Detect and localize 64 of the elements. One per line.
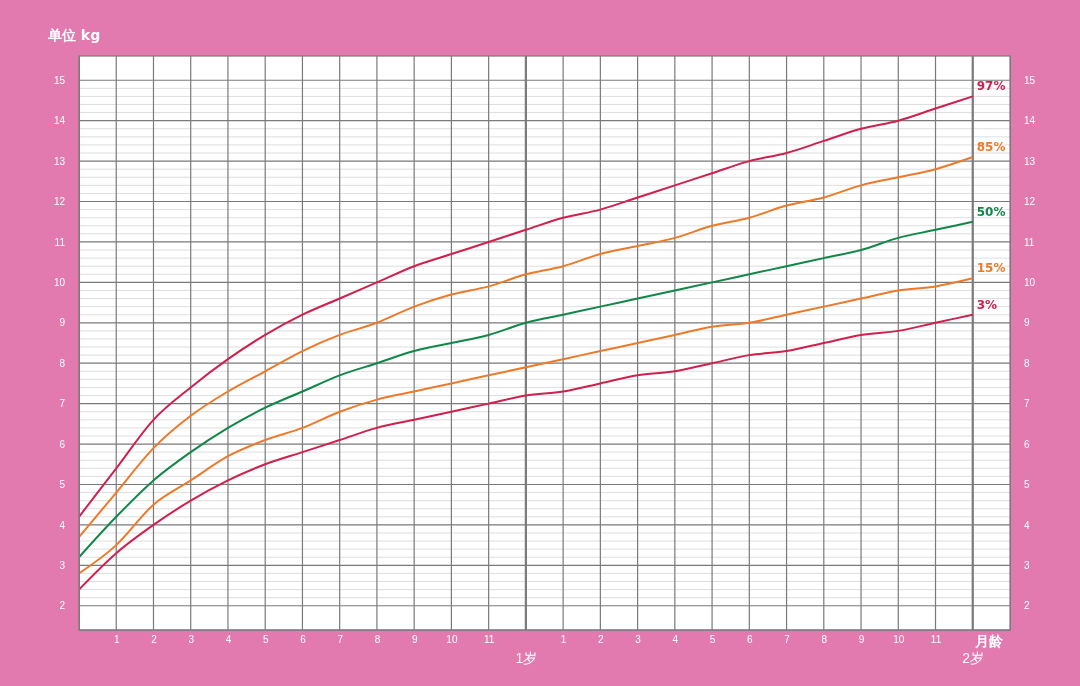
x-tick-label: 10 xyxy=(446,634,458,646)
x-tick-label: 5 xyxy=(262,634,269,646)
x-tick-label: 5 xyxy=(709,634,716,646)
y-tick-label: 10 xyxy=(53,277,66,289)
x-tick-label: 9 xyxy=(411,634,418,646)
x-tick-label: 2岁 xyxy=(962,649,985,666)
y2-tick-label: 8 xyxy=(1024,357,1030,369)
x-tick-label: 9 xyxy=(858,634,865,646)
x-tick-label: 6 xyxy=(747,634,754,646)
y2-tick-label: 14 xyxy=(1024,115,1036,127)
x-tick-label: 11 xyxy=(483,634,495,646)
series-label: 50% xyxy=(976,204,1006,219)
line-series xyxy=(78,220,974,559)
y2-tick-label: 5 xyxy=(1024,479,1030,491)
line-series xyxy=(78,95,974,518)
y2-tick-label: 7 xyxy=(1024,398,1030,410)
y-tick-label: 13 xyxy=(53,155,66,167)
y2-tick-label: 3 xyxy=(1024,560,1030,572)
series-label: 85% xyxy=(976,140,1006,155)
y-tick-label: 11 xyxy=(54,236,66,248)
y-tick-label: 7 xyxy=(59,398,66,410)
line-series xyxy=(78,156,974,539)
y2-tick-label: 10 xyxy=(1024,277,1036,289)
y2-tick-label: 15 xyxy=(1024,74,1036,86)
y-tick-label: 15 xyxy=(53,74,66,86)
y2-tick-label: 2 xyxy=(1024,600,1030,612)
x-tick-label: 1岁 xyxy=(515,649,538,666)
y-tick-label: 6 xyxy=(59,438,66,450)
x-tick-label: 1 xyxy=(560,634,567,646)
y-tick-label: 9 xyxy=(59,317,66,329)
line-series xyxy=(78,277,974,575)
x-tick-label: 3 xyxy=(635,634,642,646)
line-series xyxy=(78,313,974,591)
x-tick-label: 7 xyxy=(784,634,791,646)
x-tick-label: 1 xyxy=(113,634,120,646)
y2-tick-label: 13 xyxy=(1024,155,1036,167)
y2-tick-label: 12 xyxy=(1024,196,1036,208)
y2-tick-label: 11 xyxy=(1024,236,1035,248)
x-tick-label: 7 xyxy=(337,634,344,646)
y-tick-label: 14 xyxy=(53,115,66,127)
x-tick-label: 3 xyxy=(188,634,195,646)
y-tick-label: 2 xyxy=(59,600,66,612)
y-tick-label: 8 xyxy=(59,357,66,369)
y2-tick-label: 4 xyxy=(1024,519,1030,531)
x-tick-label: 8 xyxy=(374,634,381,646)
x-tick-label: 11 xyxy=(930,634,942,646)
x-tick-label: 2 xyxy=(598,634,605,646)
x-tick-label: 10 xyxy=(893,634,905,646)
y2-tick-label: 6 xyxy=(1024,438,1030,450)
y-tick-label: 3 xyxy=(59,560,66,572)
y2-tick-label: 9 xyxy=(1024,317,1030,329)
x-axis-title: 月龄 xyxy=(973,633,1004,649)
series-label: 97% xyxy=(976,79,1006,94)
x-tick-label: 4 xyxy=(225,634,232,646)
y-tick-label: 5 xyxy=(59,479,66,491)
x-tick-label: 6 xyxy=(300,634,307,646)
series-label: 3% xyxy=(976,297,998,312)
x-tick-label: 2 xyxy=(151,634,158,646)
x-tick-label: 8 xyxy=(821,634,828,646)
y-axis-title: 单位 kg xyxy=(47,27,101,43)
y-tick-label: 12 xyxy=(53,196,66,208)
series-label: 15% xyxy=(976,261,1006,276)
y-tick-label: 4 xyxy=(59,519,66,531)
x-tick-label: 4 xyxy=(672,634,679,646)
